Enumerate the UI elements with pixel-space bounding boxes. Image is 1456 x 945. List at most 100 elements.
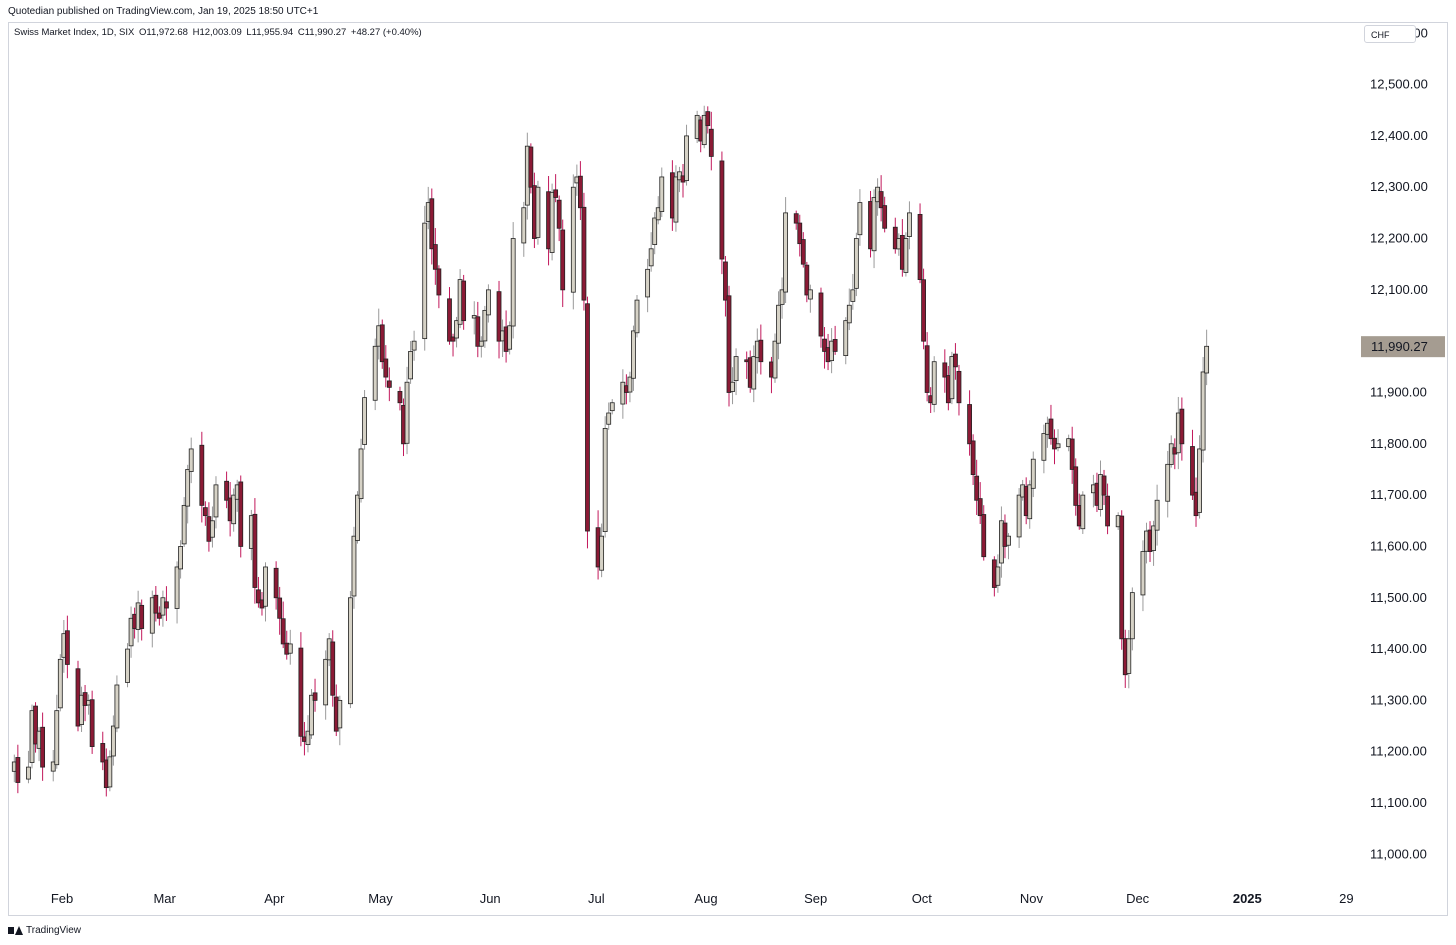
candle: [772, 333, 778, 383]
candle-body: [100, 743, 106, 763]
candle-body: [832, 339, 838, 352]
currency-badge[interactable]: CHF: [1364, 25, 1416, 43]
candle-body: [372, 345, 378, 401]
candle-body: [1197, 448, 1202, 513]
candle: [263, 562, 268, 622]
candle: [857, 189, 863, 246]
candle-body: [659, 176, 665, 212]
candle: [89, 690, 95, 754]
candle: [723, 256, 728, 317]
candle: [719, 151, 725, 275]
candle: [521, 201, 527, 257]
candle: [82, 685, 88, 722]
candle-body: [1151, 525, 1156, 551]
candle-body: [599, 535, 605, 571]
candle: [652, 212, 658, 255]
candle-body: [1030, 458, 1036, 489]
candle: [892, 217, 898, 254]
candle: [422, 205, 428, 351]
candle: [585, 296, 590, 549]
candle-body: [956, 370, 962, 404]
candle: [185, 464, 191, 524]
price-tick-label: 12,500.00: [1370, 77, 1428, 92]
candle-body: [358, 448, 364, 500]
candle-body: [1101, 475, 1107, 496]
candle-body: [1080, 494, 1086, 530]
candle-body: [156, 612, 162, 619]
candle-body: [850, 289, 856, 302]
candle-body: [730, 381, 735, 392]
candle: [174, 561, 180, 624]
candle: [507, 321, 513, 355]
candle: [277, 586, 283, 635]
candle: [436, 265, 442, 309]
candle: [673, 165, 679, 232]
candle: [486, 284, 491, 323]
candle-body: [510, 238, 516, 327]
time-tick-label: Nov: [1020, 891, 1044, 906]
candle-body: [797, 222, 803, 245]
candle-body: [287, 643, 293, 654]
candle-body: [280, 618, 286, 645]
candle-body: [178, 546, 183, 570]
candle: [1069, 426, 1075, 484]
candle-body: [648, 248, 654, 267]
legend-symbol: Swiss Market Index, 1D, SIX: [14, 27, 135, 38]
candle-body: [114, 684, 120, 729]
candle-body: [907, 212, 912, 237]
candle: [57, 654, 63, 712]
candle-body: [1073, 466, 1079, 506]
candle: [797, 214, 803, 257]
candle-body: [585, 303, 590, 532]
candle-body: [807, 289, 813, 300]
candle: [609, 399, 615, 415]
candle: [1190, 429, 1195, 501]
candle-body: [110, 725, 116, 757]
candle-body: [903, 238, 909, 273]
candle: [1041, 424, 1047, 474]
candle: [921, 268, 926, 350]
candle-body: [139, 604, 145, 629]
candle-body: [107, 756, 113, 788]
candle: [160, 590, 166, 627]
candle-body: [1119, 515, 1125, 640]
candle-body: [475, 316, 481, 347]
candle-body: [995, 566, 1001, 586]
candle: [125, 643, 130, 688]
candle: [362, 390, 367, 450]
candle: [128, 606, 134, 658]
candle: [942, 349, 948, 393]
price-tick-label: 12,400.00: [1370, 128, 1428, 143]
candle: [1105, 483, 1110, 535]
candle-body: [620, 381, 626, 405]
candle: [602, 416, 608, 538]
candle-body: [486, 289, 491, 316]
candle: [454, 316, 459, 348]
time-tick-label: Jun: [480, 891, 501, 906]
candle-body: [1179, 408, 1185, 445]
candle-body: [793, 213, 799, 224]
candle-body: [570, 186, 576, 293]
candle-body: [974, 475, 980, 501]
candle: [701, 105, 707, 149]
time-tick-label: 29: [1339, 891, 1353, 906]
candle: [560, 219, 566, 308]
tradingview-footer[interactable]: TradingView: [8, 925, 81, 936]
candle: [581, 192, 587, 311]
candle-body: [627, 376, 633, 393]
candle: [907, 201, 912, 250]
candle: [634, 294, 640, 338]
candle-body: [57, 658, 63, 709]
candle-body: [436, 268, 442, 296]
candle: [1073, 458, 1079, 516]
candle-body: [432, 244, 438, 270]
candle: [478, 336, 484, 358]
candle-body: [1126, 638, 1132, 674]
candle-body: [252, 513, 258, 588]
candle: [1204, 329, 1210, 386]
candle-body: [263, 566, 268, 607]
candle: [549, 183, 555, 261]
candle-body: [528, 146, 534, 188]
candle: [348, 590, 353, 709]
